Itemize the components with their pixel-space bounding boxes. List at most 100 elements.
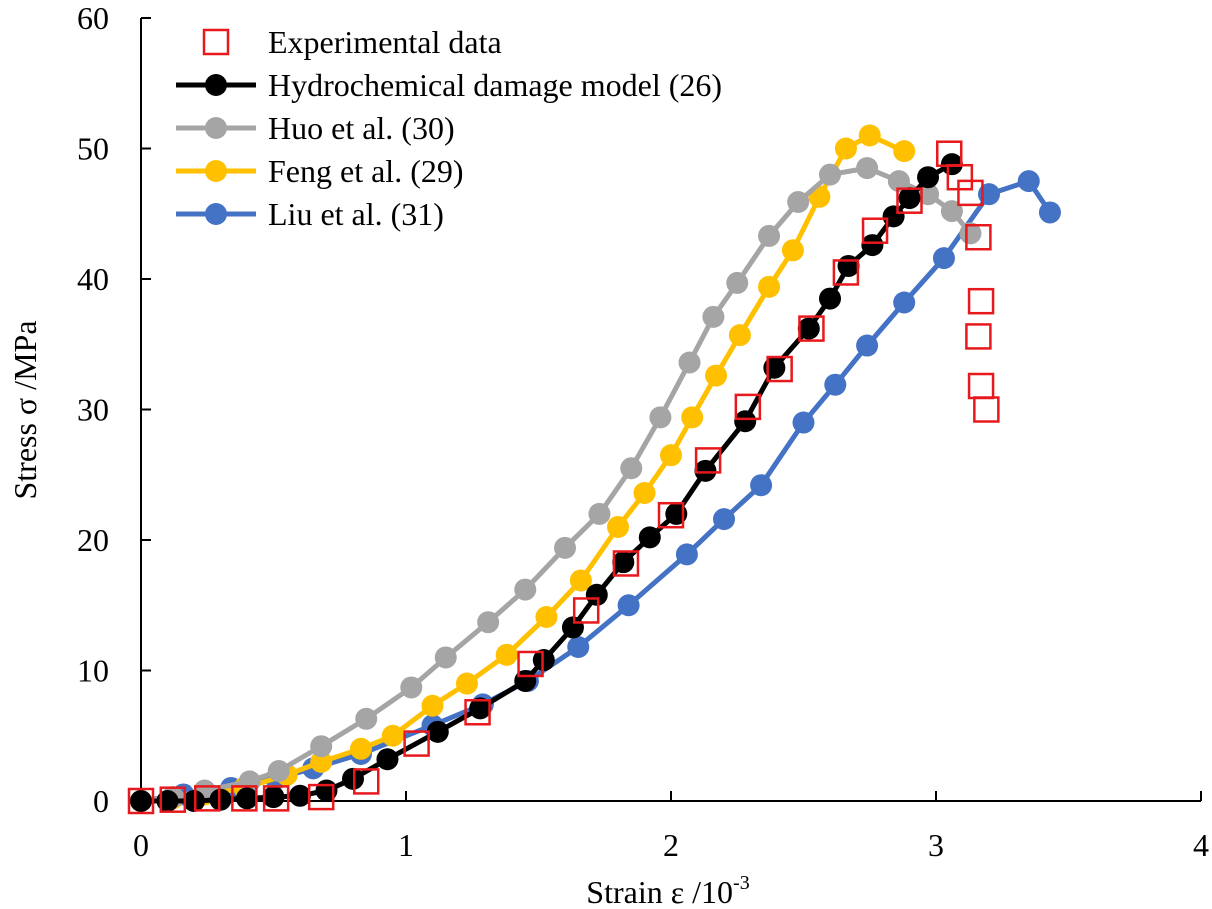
data-point xyxy=(262,785,290,812)
data-point xyxy=(649,406,672,429)
data-point xyxy=(797,317,820,340)
x-tick-label: 1 xyxy=(398,827,414,863)
data-point xyxy=(758,224,781,247)
y-tick-label: 40 xyxy=(77,261,109,297)
data-point xyxy=(127,787,155,815)
data-point xyxy=(819,163,841,186)
x-tick-label: 4 xyxy=(1193,827,1209,863)
data-point xyxy=(477,611,500,634)
data-point xyxy=(400,676,423,699)
data-point xyxy=(734,410,757,433)
data-point xyxy=(734,393,762,421)
legend-item: Hydrochemical damage model (26) xyxy=(176,67,722,103)
data-point xyxy=(159,786,187,813)
data-point xyxy=(267,759,290,782)
data-point xyxy=(694,447,722,474)
data-point xyxy=(917,166,940,189)
data-point xyxy=(946,163,974,191)
data-point xyxy=(607,515,629,538)
data-point xyxy=(588,502,611,525)
data-point xyxy=(824,373,847,396)
data-point xyxy=(194,785,221,812)
y-tick-label: 10 xyxy=(77,653,109,689)
data-point xyxy=(792,411,815,434)
data-point xyxy=(861,234,884,257)
y-tick-label: 20 xyxy=(77,522,109,558)
data-point xyxy=(965,323,992,350)
legend-item: Huo et al. (30) xyxy=(176,110,455,146)
data-point xyxy=(660,444,682,467)
data-point xyxy=(633,482,656,505)
axes: 0 10 20 30 40 50 60 0 1 2 3 4 xyxy=(77,0,1209,863)
legend-item: Liu et al. (31) xyxy=(176,196,444,232)
data-point xyxy=(567,636,590,659)
x-tick-label: 0 xyxy=(133,827,149,863)
data-point xyxy=(349,737,372,760)
data-point xyxy=(681,406,704,429)
data-point xyxy=(967,372,995,400)
data-point xyxy=(832,259,860,286)
data-point xyxy=(959,222,982,245)
data-point xyxy=(514,578,537,601)
data-point xyxy=(307,783,335,811)
data-point xyxy=(856,334,879,357)
legend-item: Experimental data xyxy=(202,24,502,60)
data-point xyxy=(887,170,910,193)
data-point xyxy=(426,720,449,743)
data-point xyxy=(967,287,995,315)
data-point xyxy=(469,697,492,720)
data-point xyxy=(657,501,685,529)
data-point xyxy=(713,508,735,531)
legend: Experimental data Hydrochemical damage mo… xyxy=(176,24,722,232)
data-point xyxy=(1038,201,1061,224)
data-point xyxy=(310,750,333,773)
data-point xyxy=(694,459,717,482)
series-line xyxy=(138,133,907,804)
legend-marker xyxy=(202,28,230,56)
series-1 xyxy=(130,153,963,812)
legend-item: Feng et al. (29) xyxy=(176,153,464,189)
data-point xyxy=(726,271,749,294)
data-point xyxy=(612,551,635,574)
series-layer xyxy=(127,124,1061,815)
series-2 xyxy=(130,157,982,812)
data-point xyxy=(1017,170,1040,193)
data-point xyxy=(381,724,404,747)
y-tick-label: 30 xyxy=(77,392,109,428)
data-point xyxy=(819,287,841,310)
data-point xyxy=(861,217,889,244)
data-point xyxy=(455,672,478,695)
data-point xyxy=(554,536,576,559)
data-point xyxy=(856,157,879,180)
data-point xyxy=(569,569,592,592)
legend-label: Huo et al. (30) xyxy=(268,110,455,146)
legend-marker xyxy=(205,74,227,96)
data-point xyxy=(403,730,430,757)
data-point xyxy=(535,605,558,628)
data-point xyxy=(858,124,881,147)
data-point xyxy=(787,191,810,214)
series-line xyxy=(138,178,1053,804)
data-point xyxy=(898,187,921,210)
y-axis-title: Stress σ /MPa xyxy=(7,320,43,499)
data-point xyxy=(702,305,725,328)
x-axis-title: Strain ε /10-3 xyxy=(586,872,749,909)
legend-marker xyxy=(205,160,227,182)
x-tick-label: 2 xyxy=(663,827,679,863)
legend-label: Liu et al. (31) xyxy=(268,196,444,232)
data-point xyxy=(289,784,311,807)
y-tick-label: 50 xyxy=(77,131,109,167)
data-point xyxy=(353,768,380,795)
y-tick-label: 60 xyxy=(77,0,109,36)
data-point xyxy=(612,550,640,577)
data-point xyxy=(834,137,857,160)
data-point xyxy=(957,179,984,207)
legend-marker xyxy=(205,117,227,139)
data-point xyxy=(893,140,916,163)
data-point xyxy=(572,597,600,624)
data-point xyxy=(705,364,728,387)
data-point xyxy=(495,643,518,666)
data-point xyxy=(130,790,152,812)
x-axis-title-superscript: -3 xyxy=(733,872,750,894)
